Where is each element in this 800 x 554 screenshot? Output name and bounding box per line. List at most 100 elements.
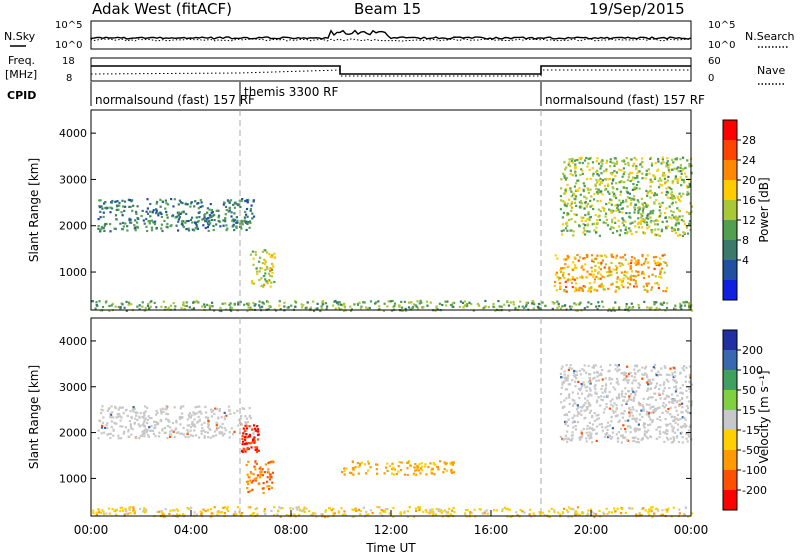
echo-cell	[655, 199, 658, 202]
echo-cell	[533, 303, 536, 306]
echo-cell	[559, 286, 562, 289]
echo-cell	[356, 302, 360, 306]
colorbar-segment	[723, 350, 737, 371]
echo-cell	[112, 416, 115, 419]
echo-cell	[263, 471, 267, 474]
echo-cell	[403, 511, 406, 515]
echo-cell	[582, 189, 585, 192]
echo-cell	[223, 418, 226, 421]
echo-cell	[97, 218, 100, 221]
echo-cell	[395, 472, 398, 475]
echo-cell	[254, 468, 257, 471]
echo-cell	[157, 435, 161, 438]
echo-cell	[605, 170, 608, 173]
echo-cell	[641, 366, 644, 369]
echo-cell	[626, 425, 629, 428]
echo-cell	[165, 210, 168, 213]
echo-cell	[688, 400, 691, 403]
echo-cell	[119, 222, 122, 225]
echo-cell	[593, 515, 596, 518]
echo-cell	[444, 300, 447, 303]
echo-cell	[661, 201, 664, 204]
echo-cell	[340, 507, 343, 510]
echo-cell	[566, 254, 569, 258]
echo-cell	[268, 304, 271, 308]
echo-cell	[503, 506, 506, 509]
echo-cell	[654, 176, 657, 179]
echo-cell	[574, 220, 577, 223]
echo-cell	[632, 379, 635, 382]
echo-cell	[595, 425, 599, 428]
echo-cell	[179, 405, 183, 408]
echo-cell	[427, 465, 430, 469]
echo-cell	[665, 264, 669, 267]
echo-cell	[594, 513, 597, 516]
echo-cell	[615, 160, 619, 163]
echo-cell	[615, 285, 618, 289]
echo-cell	[620, 201, 623, 205]
echo-cell	[208, 219, 211, 222]
echo-cell	[682, 369, 685, 372]
echo-cell	[246, 473, 249, 476]
echo-cell	[195, 216, 198, 219]
echo-cell	[273, 280, 276, 284]
echo-cell	[601, 391, 604, 394]
echo-cell	[598, 214, 601, 217]
echo-cell	[631, 507, 634, 510]
echo-cell	[240, 199, 243, 202]
echo-cell	[591, 161, 595, 164]
echo-cell	[248, 220, 252, 223]
echo-cell	[179, 212, 182, 215]
echo-cell	[586, 270, 589, 273]
echo-cell	[667, 175, 670, 178]
echo-cell	[661, 156, 664, 159]
echo-cell	[404, 309, 408, 312]
echo-cell	[690, 309, 694, 312]
echo-cell	[616, 266, 619, 269]
echo-cell	[608, 266, 611, 269]
echo-cell	[686, 404, 689, 408]
echo-cell	[647, 217, 650, 220]
echo-cell	[247, 506, 250, 509]
echo-cell	[451, 461, 454, 464]
echo-cell	[330, 509, 333, 512]
echo-cell	[642, 220, 645, 223]
echo-cell	[596, 375, 599, 378]
echo-cell	[95, 303, 98, 307]
echo-cell	[343, 473, 346, 476]
echo-cell	[414, 463, 417, 466]
echo-cell	[570, 159, 574, 163]
echo-cell	[690, 512, 693, 515]
echo-cell	[239, 300, 242, 304]
echo-cell	[122, 432, 125, 435]
echo-cell	[224, 302, 227, 305]
echo-cell	[600, 395, 603, 398]
echo-cell	[643, 434, 646, 437]
echo-cell	[277, 510, 280, 513]
echo-cell	[134, 229, 137, 232]
echo-cell	[348, 471, 352, 474]
echo-cell	[211, 301, 214, 304]
echo-cell	[186, 507, 189, 510]
echo-cell	[613, 309, 616, 312]
echo-cell	[638, 369, 641, 372]
echo-cell	[663, 177, 666, 180]
echo-cell	[227, 210, 230, 213]
echo-cell	[647, 388, 650, 391]
echo-cell	[267, 468, 270, 471]
echo-cell	[605, 161, 608, 164]
echo-cell	[333, 512, 336, 515]
echo-cell	[592, 172, 595, 175]
echo-cell	[675, 436, 678, 439]
echo-cell	[224, 213, 227, 216]
echo-cell	[233, 302, 236, 305]
echo-cell	[290, 304, 293, 307]
echo-cell	[125, 309, 128, 312]
echo-cell	[159, 198, 162, 201]
echo-cell	[584, 386, 587, 389]
colorbar-segment	[723, 180, 737, 201]
echo-cell	[580, 202, 583, 205]
echo-cell	[654, 507, 657, 511]
echo-cell	[561, 365, 564, 368]
